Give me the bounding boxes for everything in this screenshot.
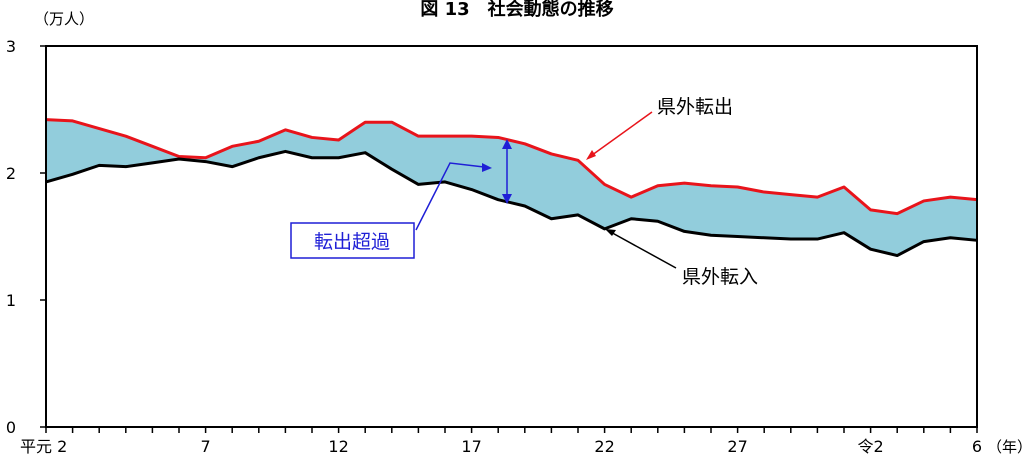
outflow-label-pointer	[587, 111, 653, 159]
y-axis-unit: （万人）	[34, 10, 94, 28]
x-tick-label: 6	[972, 437, 982, 456]
excess-label-pointer	[415, 162, 485, 231]
excess-label-arrowhead	[482, 163, 492, 172]
x-tick-label: 27	[727, 437, 747, 456]
excess-label-box	[290, 222, 415, 259]
inflow-label-pointer	[606, 229, 677, 269]
series-line-inflow	[45, 149, 978, 258]
y-axis: 0 1 2 3	[6, 37, 46, 437]
x-axis-unit: （年）	[987, 438, 1032, 456]
outflow-label-arrowhead	[586, 150, 596, 160]
x-tick-label: 17	[461, 437, 481, 456]
x-tick-label: 12	[328, 437, 348, 456]
gap-arrow-head-top	[502, 139, 512, 149]
x-tick-label: 7	[201, 437, 211, 456]
x-tick-label: 22	[594, 437, 614, 456]
excess-label: 転出超過	[314, 231, 390, 253]
y-tick-label: 2	[6, 164, 16, 183]
chart-title: 図 13 社会動態の推移	[420, 0, 613, 20]
inflow-label: 県外転入	[682, 266, 758, 288]
outflow-label: 県外転出	[657, 96, 733, 118]
x-tick-label: 令2	[858, 437, 884, 456]
y-tick-label: 3	[6, 37, 16, 56]
inflow-label-arrowhead	[605, 229, 616, 236]
y-tick-label: 0	[6, 418, 16, 437]
series-line-outflow	[45, 118, 978, 216]
gap-arrow-head-bottom	[502, 194, 512, 204]
plot-area	[45, 45, 978, 428]
excess-outflow-area	[46, 119, 977, 256]
x-tick-label: 平元 2	[20, 437, 67, 456]
y-tick-label: 1	[6, 291, 16, 310]
plot-frame	[45, 45, 978, 428]
x-axis: 平元 2 7 12 17 22 27 令2 6	[20, 427, 982, 456]
